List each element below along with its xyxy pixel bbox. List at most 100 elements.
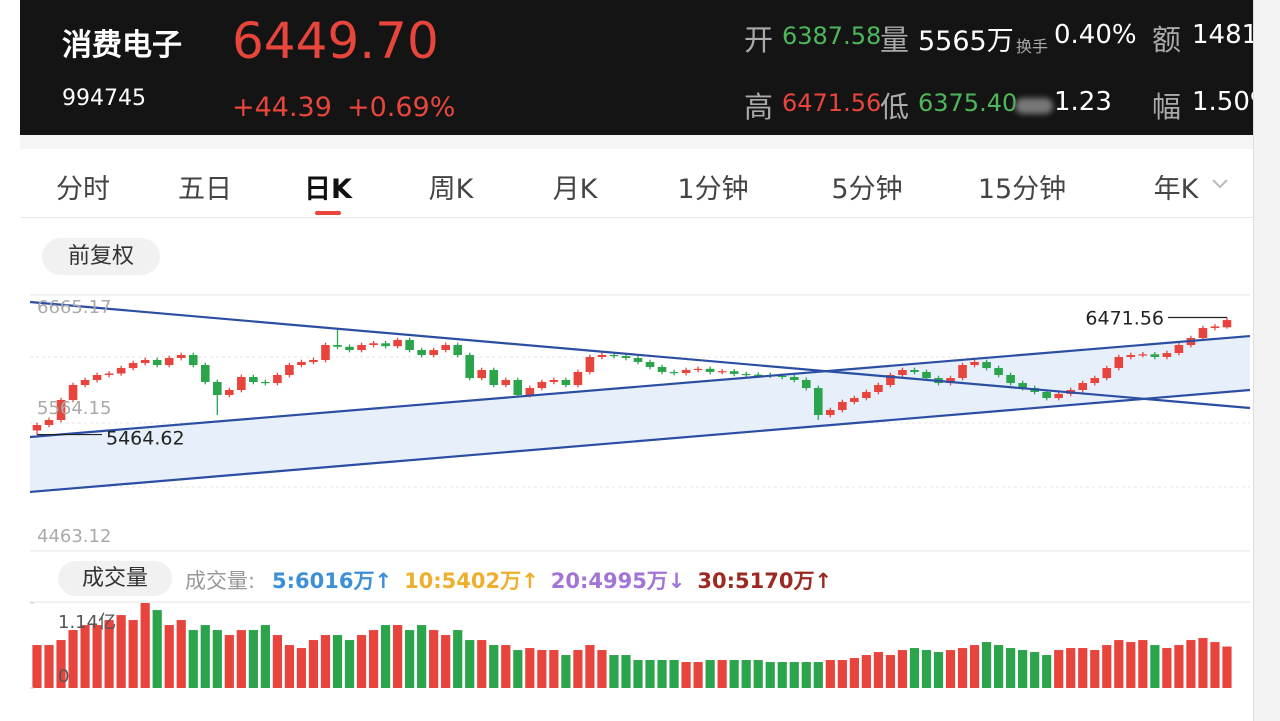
candle-body (609, 355, 619, 357)
period-tab[interactable]: 五日 (178, 174, 232, 205)
volume-bar (284, 645, 295, 688)
candle-body (1042, 391, 1051, 399)
volume-bar (176, 620, 186, 688)
volume-bar (1030, 652, 1040, 688)
index-code: 994745 (62, 86, 146, 111)
y-tick-label: 0 (58, 666, 69, 687)
stat-value: 6471.56 (782, 89, 882, 117)
candle-body (633, 358, 643, 362)
candle-body (273, 375, 282, 384)
candle-body (104, 373, 114, 376)
low-label: 5464.62 (106, 428, 185, 450)
volume-bar (753, 660, 763, 688)
volume-bar (981, 642, 992, 688)
stat-value: 1481 (1192, 20, 1253, 50)
candle-body (128, 363, 138, 369)
volume-bar (429, 630, 439, 688)
volume-bar (921, 650, 932, 688)
candle-body (729, 371, 739, 374)
volume-bar (1150, 645, 1160, 688)
volume-legend-label: 成交量: (185, 569, 256, 593)
candle-body (465, 355, 475, 379)
candle-body (140, 360, 150, 364)
candle-body (994, 368, 1003, 376)
volume-bar (909, 648, 920, 688)
ma-label: 30:5170万↑ (697, 569, 833, 593)
volume-bar (344, 640, 355, 688)
candle-body (561, 380, 571, 386)
volume-bar (837, 660, 847, 688)
candle-body (838, 401, 847, 410)
volume-bar (573, 650, 583, 688)
candle-body (1198, 328, 1208, 339)
period-tab[interactable]: 5分钟 (831, 174, 903, 205)
period-tab[interactable]: 日K (304, 174, 352, 205)
adjust-button[interactable]: 前复权 (42, 238, 160, 275)
volume-bar (645, 660, 655, 688)
y-tick-label: 6665.17 (37, 297, 111, 318)
volume-bar (92, 625, 102, 688)
volume-bar (849, 658, 859, 688)
volume-bar (104, 620, 114, 688)
volume-bar (441, 635, 451, 688)
stat-label: 换手 (1016, 37, 1049, 56)
volume-bar (1090, 650, 1100, 688)
ma-label: 5:6016万↑ (272, 569, 393, 593)
volume-bar (813, 662, 823, 688)
volume-bar (1018, 650, 1028, 688)
candle-body (741, 373, 751, 376)
period-tab[interactable]: 月K (552, 174, 598, 205)
candle-body (789, 376, 799, 381)
candle-body (369, 343, 378, 346)
candle-body (826, 409, 835, 415)
period-tab[interactable]: 15分钟 (977, 174, 1067, 205)
volume-bar (68, 630, 78, 688)
candle-body (970, 361, 979, 366)
volume-bar (609, 655, 619, 688)
stat-value: 6387.58 (782, 22, 882, 50)
candle-body (1078, 383, 1088, 391)
index-name: 消费电子 (62, 28, 182, 63)
volume-bar (1006, 648, 1016, 688)
volume-bar (1114, 640, 1124, 688)
candle-body (417, 350, 426, 356)
volume-bar (44, 645, 54, 688)
candle-body (225, 390, 234, 395)
volume-bar (994, 645, 1004, 688)
period-tab[interactable]: 周K (428, 174, 474, 205)
volume-bar (885, 655, 896, 688)
stat-value: 1.23 (1054, 87, 1112, 117)
volume-bar (224, 635, 234, 688)
volume-bar (32, 645, 42, 688)
volume-bar (537, 650, 547, 688)
volume-bar (873, 652, 883, 688)
candle-body (489, 370, 499, 386)
candle-body (910, 370, 919, 372)
volume-bar (717, 660, 727, 688)
period-tab[interactable]: 分时 (56, 174, 110, 205)
candle-body (297, 361, 306, 366)
volume-bar (417, 625, 427, 688)
volume-bar (549, 650, 559, 688)
ma-legend: 5:6016万↑ 10:5402万↑ 20:4995万↓ 30:5170万↑ (272, 565, 844, 595)
stat-value: 6375.40 (918, 89, 1018, 117)
volume-bar (1102, 645, 1112, 688)
candle-body (513, 380, 523, 395)
indicator-button[interactable]: 成交量 (58, 561, 172, 596)
volume-bar (405, 630, 415, 688)
candle-body (357, 345, 366, 351)
candle-body (405, 340, 414, 351)
trend-line (29, 388, 1251, 494)
candle-body (68, 385, 78, 400)
candle-body (1222, 320, 1232, 328)
candle-body (441, 345, 450, 351)
high-label: 6471.56 (1085, 308, 1164, 330)
tab-border (20, 217, 1253, 218)
period-tab[interactable]: 1分钟 (677, 174, 749, 205)
change: +44.39 (232, 92, 332, 123)
candle-body (1210, 326, 1220, 329)
period-tab[interactable]: 年K (1153, 174, 1199, 205)
candle-body (321, 345, 330, 361)
volume-bar (356, 635, 367, 688)
volume-bar (200, 625, 210, 688)
